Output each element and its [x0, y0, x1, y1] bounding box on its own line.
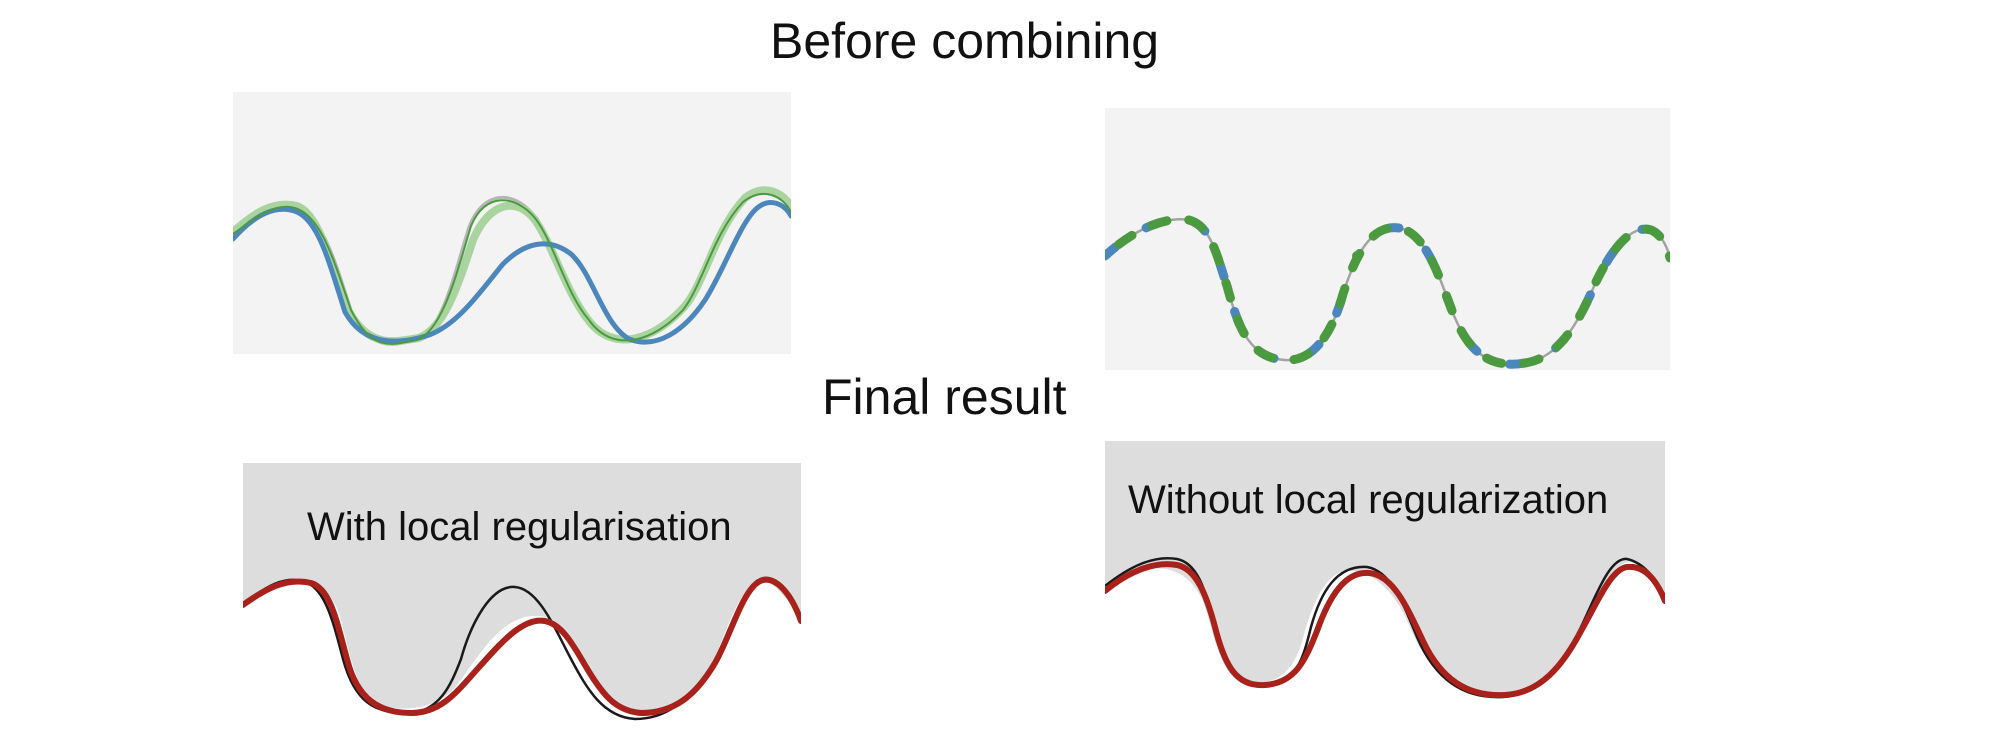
label-without-local-regularization: Without local regularization	[1128, 478, 1609, 522]
green-dot	[1352, 251, 1362, 261]
dark-green-fit-curve	[233, 192, 791, 345]
label-with-local-regularisation: With local regularisation	[307, 505, 732, 549]
panel-before-combining-left	[233, 92, 791, 354]
title-final-result: Final result	[822, 369, 1067, 425]
plot-before-left	[233, 92, 791, 354]
panel-background	[1105, 108, 1670, 370]
panel-with-local-regularisation	[243, 463, 801, 728]
red-final-fit-curve	[243, 576, 801, 717]
plot-without-local-regularization	[1105, 441, 1665, 706]
panel-before-combining-right	[1105, 108, 1670, 370]
panel-without-local-regularization	[1105, 441, 1665, 706]
title-before-combining: Before combining	[770, 13, 1160, 69]
blue-fit-curve	[233, 200, 791, 345]
plot-before-right	[1105, 108, 1670, 370]
shaded-region	[1105, 441, 1665, 698]
red-final-fit-curve	[1105, 561, 1665, 699]
green-dashed-fit-curve	[1105, 214, 1670, 369]
plot-with-local-regularisation	[243, 463, 801, 728]
